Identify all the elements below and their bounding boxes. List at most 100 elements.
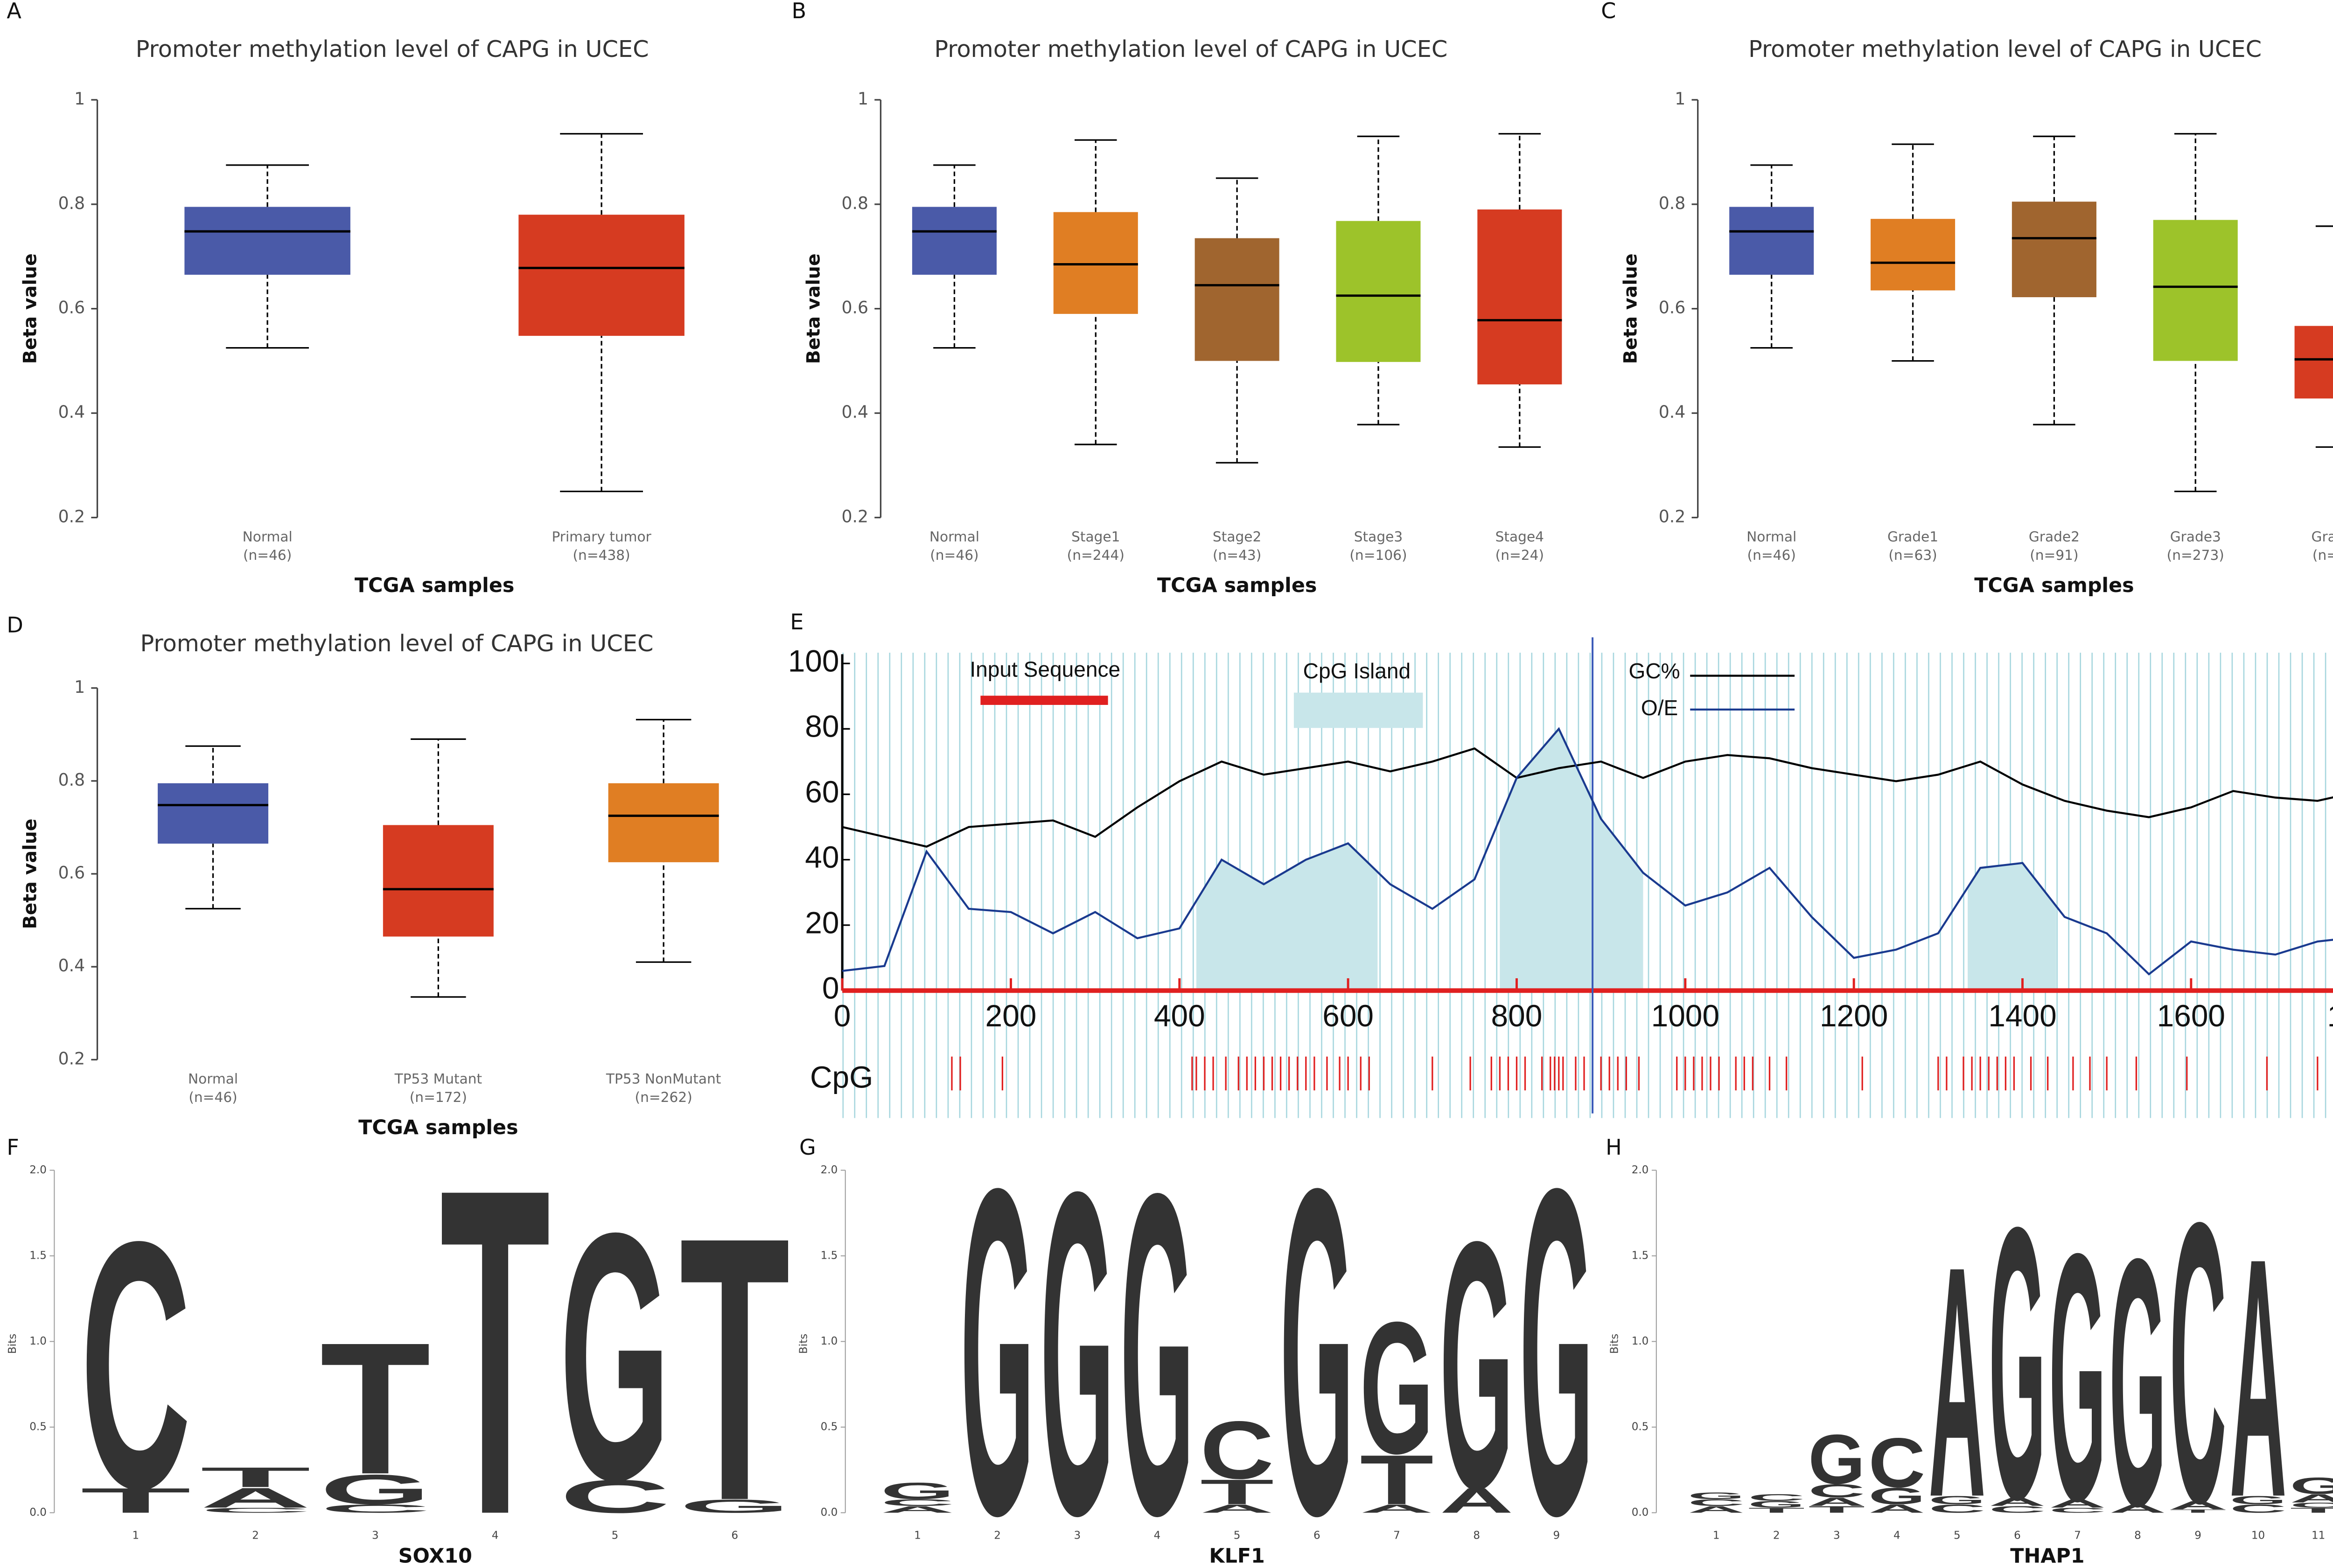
logo-letter: G (2049, 1181, 2106, 1568)
position-label: 8 (1473, 1529, 1480, 1541)
y-tick-label: 1 (858, 89, 868, 109)
logo-letter: G (320, 1466, 431, 1513)
category-label: Stage2 (1213, 529, 1261, 545)
position-label: 2 (252, 1529, 259, 1541)
y-tick-label: 0.8 (58, 770, 85, 790)
logo-letter: T (2290, 1506, 2333, 1514)
cpg-label: CpG (810, 1060, 873, 1094)
logo-letter: G (1688, 1491, 1745, 1501)
position-label: 6 (1313, 1529, 1320, 1541)
position-label: 3 (1074, 1529, 1081, 1541)
y-tick-label: 0.2 (58, 506, 85, 526)
y-tick-label: 0.5 (1632, 1421, 1649, 1433)
y-tick-label: 2.0 (1632, 1164, 1649, 1176)
box (383, 825, 494, 937)
chart-title: Promoter methylation level of CAPG in UC… (136, 35, 649, 63)
x-tick-label: 1000 (1651, 998, 1719, 1033)
logo-letter: C (2170, 1140, 2227, 1568)
y-tick-label: 2.0 (821, 1164, 838, 1176)
box (1336, 221, 1421, 362)
box (1477, 209, 1562, 384)
sample-size: (n=262) (635, 1089, 692, 1105)
box (2153, 220, 2238, 361)
sample-size: (n=438) (573, 547, 630, 563)
x-axis-label: TCGA samples (1157, 574, 1317, 597)
position-label: 2 (1773, 1529, 1780, 1541)
position-label: 5 (1954, 1529, 1961, 1541)
x-axis-label: TCGA samples (358, 1116, 518, 1139)
panel-label: C (1601, 0, 1616, 23)
logo-letter: C (1928, 1502, 1985, 1515)
box (518, 215, 685, 336)
x-tick-label: 1600 (2157, 998, 2225, 1033)
x-tick-label: 400 (1154, 998, 1205, 1033)
logo-letter: G (679, 1496, 790, 1517)
position-label: 11 (2312, 1529, 2325, 1541)
y-tick-label: 0.6 (58, 298, 85, 318)
logo-letter: A (1868, 1502, 1925, 1515)
y-tick-label: 0.5 (29, 1421, 47, 1433)
series-line (842, 747, 2333, 848)
x-tick-label: 1400 (1988, 998, 2056, 1033)
box (1053, 212, 1138, 314)
logo-letter: G (1360, 1282, 1433, 1492)
panels: A Promoter methylation level of CAPG in U… (7, 0, 2333, 1568)
box (2294, 326, 2333, 399)
y-tick-label: 0.0 (29, 1506, 47, 1519)
y-tick-label: 1.0 (821, 1335, 838, 1347)
x-tick-label: 600 (1322, 998, 1374, 1033)
y-tick-label: 0.5 (821, 1421, 838, 1433)
sample-size: (n=43) (1213, 547, 1261, 563)
logo-letter: A (1360, 1502, 1433, 1515)
y-tick-label: 0.8 (1659, 193, 1686, 213)
category-label: Stage4 (1495, 529, 1544, 545)
position-label: 9 (2194, 1529, 2201, 1541)
panel-label: B (791, 0, 806, 23)
x-tick-label: 800 (1491, 998, 1543, 1033)
logo-letter: G (1748, 1499, 1805, 1509)
position-label: 5 (612, 1529, 619, 1541)
position-label: 7 (1393, 1529, 1400, 1541)
y-tick-label: 0.8 (842, 193, 869, 213)
x-tick-label: 200 (985, 998, 1037, 1033)
legend-label: O/E (1641, 696, 1678, 720)
y-tick-label: 0.4 (58, 955, 85, 976)
legend-swatch (1293, 692, 1423, 728)
logo-letter: A (1440, 1481, 1514, 1520)
x-axis-label: SOX10 (398, 1544, 472, 1568)
y-tick-label: 1 (1675, 89, 1685, 109)
y-axis-label: Bits (1608, 1334, 1621, 1354)
category-label: Primary tumor (552, 529, 651, 545)
y-tick-label: 1.5 (1632, 1249, 1649, 1261)
box (1194, 238, 1279, 361)
y-tick-label: 0.2 (1659, 506, 1686, 526)
panel-label: F (7, 1135, 19, 1160)
position-label: 3 (1833, 1529, 1840, 1541)
logo-letter: C (1688, 1498, 1745, 1508)
logo-letter: T (80, 1481, 191, 1520)
logo-letter: G (880, 1478, 954, 1504)
sample-size: (n=106) (1349, 547, 1407, 563)
logo-letter: G (1520, 1092, 1593, 1568)
logo-letter: C (2230, 1502, 2287, 1515)
y-tick-label: 1.0 (29, 1335, 47, 1347)
legend-label: Input Sequence (970, 657, 1120, 682)
chart-title: Promoter methylation level of CAPG in UC… (934, 35, 1447, 63)
box (608, 783, 719, 863)
sample-size: (n=63) (1888, 547, 1937, 563)
category-label: Grade4 (2312, 529, 2333, 545)
logo-letter: C (2049, 1506, 2106, 1514)
position-label: 1 (133, 1529, 140, 1541)
x-axis-label: TCGA samples (1974, 574, 2134, 597)
logo-letter: G (1989, 1146, 2046, 1568)
logo-letter: C (320, 1502, 431, 1515)
logo-letter: T (2170, 1508, 2227, 1513)
logo-letter: T (200, 1462, 311, 1493)
y-tick-label: 1 (74, 677, 85, 697)
y-tick-label: 0.0 (821, 1506, 838, 1519)
y-axis-label: Beta value (1620, 253, 1641, 364)
logo-letter: A (1928, 1198, 1985, 1566)
y-tick-label: 100 (788, 643, 839, 678)
position-label: 10 (2251, 1529, 2265, 1541)
logo-letter: G (1928, 1493, 1985, 1506)
